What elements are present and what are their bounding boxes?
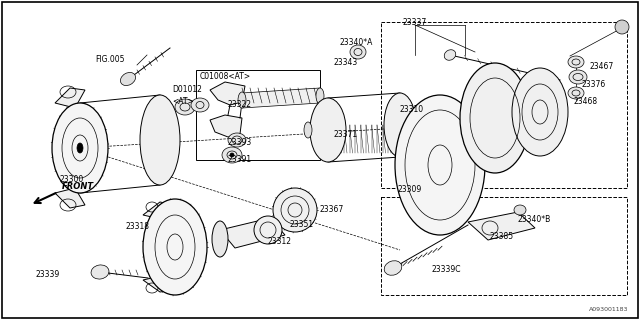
Ellipse shape: [568, 87, 584, 99]
Text: 23337: 23337: [403, 18, 427, 27]
Text: 23322: 23322: [228, 100, 252, 109]
Bar: [381, 197, 627, 295]
Polygon shape: [55, 88, 85, 108]
Ellipse shape: [384, 261, 402, 275]
Ellipse shape: [222, 147, 242, 163]
Polygon shape: [210, 115, 242, 137]
Text: 23385: 23385: [490, 232, 514, 241]
Ellipse shape: [120, 72, 136, 85]
Ellipse shape: [304, 122, 312, 138]
Ellipse shape: [350, 45, 366, 59]
Text: 23367: 23367: [320, 205, 344, 214]
Ellipse shape: [175, 99, 195, 115]
Text: 23310: 23310: [400, 105, 424, 114]
Ellipse shape: [569, 70, 587, 84]
Ellipse shape: [143, 199, 207, 295]
Text: 23309: 23309: [397, 185, 421, 194]
Ellipse shape: [52, 103, 108, 193]
Text: 23312: 23312: [268, 237, 292, 246]
Text: D01012: D01012: [172, 85, 202, 94]
Text: A093001183: A093001183: [589, 307, 628, 312]
Polygon shape: [242, 88, 320, 108]
Ellipse shape: [191, 98, 209, 112]
Ellipse shape: [140, 95, 180, 185]
Ellipse shape: [460, 63, 530, 173]
Ellipse shape: [395, 95, 485, 235]
Ellipse shape: [77, 143, 83, 153]
Text: 23300: 23300: [60, 175, 84, 184]
Polygon shape: [220, 218, 285, 248]
Polygon shape: [143, 275, 175, 292]
Polygon shape: [468, 212, 535, 240]
Bar: [196, 70, 320, 160]
Ellipse shape: [316, 88, 324, 104]
Ellipse shape: [568, 56, 584, 68]
Text: 23376: 23376: [582, 80, 606, 89]
Text: C01008<AT>: C01008<AT>: [200, 72, 251, 81]
Ellipse shape: [254, 216, 282, 244]
Ellipse shape: [310, 98, 346, 162]
Ellipse shape: [228, 133, 246, 147]
Text: 23393: 23393: [228, 138, 252, 147]
Text: 23340*A: 23340*A: [340, 38, 373, 47]
Text: 23351: 23351: [290, 220, 314, 229]
Text: 23468: 23468: [574, 97, 598, 106]
Text: 23340*B: 23340*B: [518, 215, 551, 224]
Text: FRONT: FRONT: [62, 182, 94, 191]
Polygon shape: [308, 125, 328, 135]
Polygon shape: [143, 202, 175, 220]
Ellipse shape: [91, 265, 109, 279]
Ellipse shape: [384, 93, 416, 157]
Ellipse shape: [514, 205, 526, 215]
Ellipse shape: [212, 221, 228, 257]
Ellipse shape: [444, 50, 456, 60]
Text: 23391: 23391: [228, 155, 252, 164]
Ellipse shape: [512, 68, 568, 156]
Polygon shape: [210, 82, 245, 105]
Text: 23371: 23371: [333, 130, 357, 139]
Ellipse shape: [230, 153, 234, 157]
Text: 23318: 23318: [125, 222, 149, 231]
Ellipse shape: [238, 92, 246, 108]
Text: <AT>: <AT>: [172, 97, 194, 106]
Text: 23467: 23467: [590, 62, 614, 71]
Ellipse shape: [273, 188, 317, 232]
Text: 23339C: 23339C: [432, 265, 461, 274]
Bar: [381, 22, 627, 188]
Text: FIG.005: FIG.005: [95, 55, 125, 64]
Text: 23339: 23339: [35, 270, 60, 279]
Text: 23343: 23343: [333, 58, 357, 67]
Ellipse shape: [615, 20, 629, 34]
Polygon shape: [55, 188, 85, 208]
